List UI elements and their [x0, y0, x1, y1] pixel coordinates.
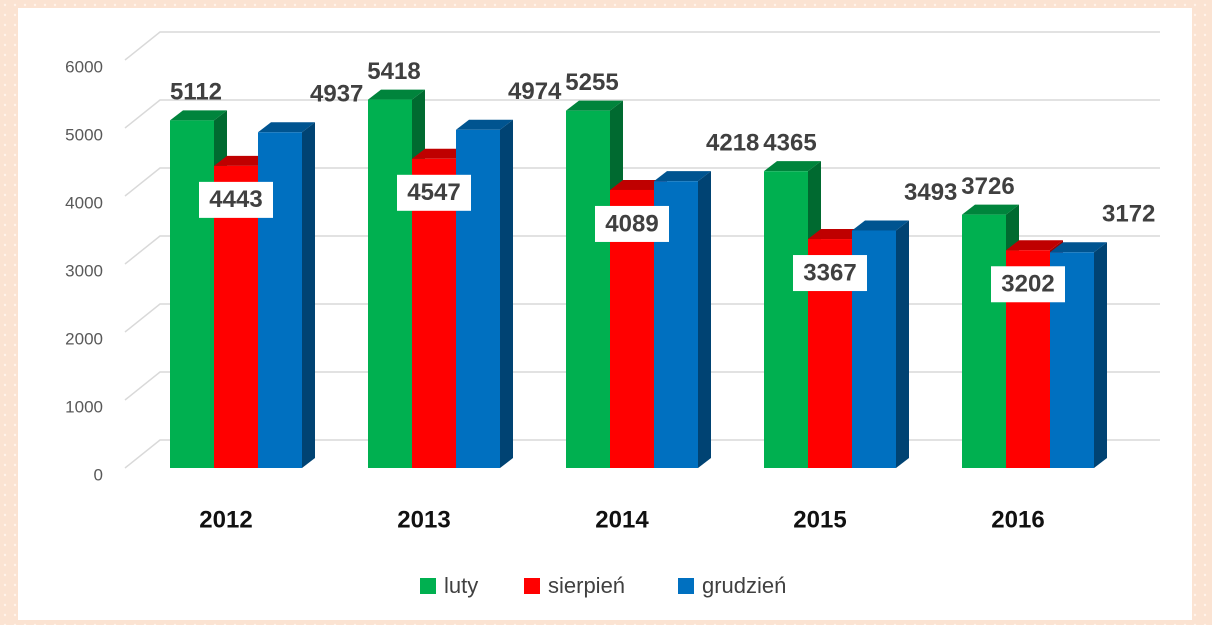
bar-side [896, 220, 909, 468]
data-label: 5112 [170, 79, 222, 106]
bar-top [368, 89, 425, 100]
bar-top [654, 171, 711, 182]
y-tick-label: 3000 [65, 261, 103, 280]
data-label: 5255 [565, 69, 618, 96]
grid-line [124, 167, 1160, 197]
y-tick-label: 5000 [65, 125, 103, 144]
data-label: 4974 [508, 78, 562, 105]
bar-top [214, 155, 271, 166]
bar-side [1094, 242, 1107, 468]
legend-swatch [420, 578, 436, 594]
data-label-box [595, 205, 669, 242]
y-tick-label: 2000 [65, 329, 103, 348]
y-tick-label: 4000 [65, 193, 103, 212]
grid-line [124, 31, 1160, 61]
bar-top [764, 161, 821, 172]
bar-top [170, 110, 227, 121]
x-tick-label: 2014 [595, 506, 649, 533]
data-label: 4089 [605, 210, 658, 237]
data-label: 4937 [310, 81, 363, 108]
legend-swatch [524, 578, 540, 594]
data-label: 3367 [803, 259, 856, 286]
bar [764, 171, 808, 468]
data-label-box [199, 181, 273, 218]
bar [962, 214, 1006, 468]
y-tick-label: 0 [94, 465, 103, 484]
bar-top [962, 204, 1019, 215]
x-tick-label: 2012 [199, 506, 252, 533]
data-label: 3202 [1001, 271, 1054, 298]
x-tick-label: 2013 [397, 506, 450, 533]
data-label-box [793, 255, 867, 292]
data-label: 3172 [1102, 201, 1155, 228]
bar-side [698, 171, 711, 468]
bar-side [302, 122, 315, 468]
grid-line [124, 99, 1160, 129]
data-label: 4218 [706, 130, 759, 157]
legend-label: luty [444, 573, 478, 598]
x-tick-label: 2016 [991, 506, 1044, 533]
x-tick-label: 2015 [793, 506, 846, 533]
data-label: 4547 [407, 179, 460, 206]
bar-top [456, 119, 513, 130]
bar-top [852, 220, 909, 231]
data-label: 4443 [209, 186, 262, 213]
bar-side [500, 119, 513, 468]
data-label: 5418 [367, 58, 420, 85]
data-label-box [991, 266, 1065, 303]
data-label: 3726 [961, 173, 1014, 200]
y-tick-label: 6000 [65, 57, 103, 76]
y-tick-label: 1000 [65, 397, 103, 416]
bar-top [1050, 242, 1107, 253]
data-label: 3493 [904, 179, 957, 206]
bar [368, 99, 412, 469]
bar-top [258, 122, 315, 133]
legend-label: grudzień [702, 573, 786, 598]
legend-label: sierpień [548, 573, 625, 598]
bar-top [808, 229, 865, 240]
bar-top [566, 100, 623, 111]
data-label: 4365 [763, 130, 816, 157]
bar-top [412, 148, 469, 159]
bar-top [1006, 240, 1063, 251]
bar [170, 120, 214, 468]
bar [566, 110, 610, 468]
data-label-box [397, 174, 471, 211]
legend-swatch [678, 578, 694, 594]
bar-top [610, 179, 667, 190]
